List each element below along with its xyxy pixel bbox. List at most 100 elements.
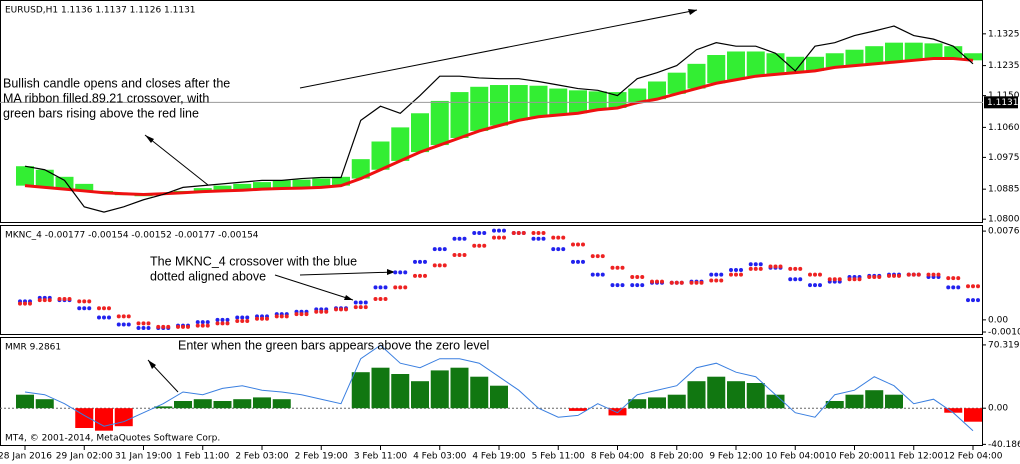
indicator-dot [358,300,363,305]
red-ma-line [24,57,974,196]
indicator-dot [378,285,383,290]
indicator-dot [437,247,442,252]
indicator-dot [768,264,773,269]
indicator-dot [418,273,422,278]
indicator-dot [674,280,679,285]
histogram-bar [885,394,903,409]
indicator-dot [452,252,457,257]
watermark: MT4, © 2001-2014, MetaQuotes Software Co… [5,434,220,444]
indicator-dot [442,263,447,268]
indicator-dot [37,298,42,303]
indicator-dot [57,297,62,302]
indicator-dot [739,272,743,277]
histogram-bar [628,399,647,409]
indicator-dot [116,314,121,319]
indicator-dot [62,297,67,302]
indicator-dot [576,242,580,247]
indicator-dot [477,230,482,235]
indicator-dot [344,307,348,312]
indicator-dot [551,235,556,240]
x-tick-label: 12 Feb 04:00 [943,452,1002,462]
ribbon-bar [727,51,745,80]
indicator-dot [161,324,166,329]
indicator-dot [813,283,817,288]
ribbon-bar [253,182,271,190]
y-tick-label: 1.1150 [988,91,1020,101]
indicator-dot [413,273,417,278]
indicator-dot [748,262,753,267]
indicator-dot [126,322,131,327]
indicator-dot [235,315,240,320]
ribbon-bar [766,53,785,75]
indicator-dot [911,272,916,277]
indicator-dot [581,242,585,247]
price-line [24,25,974,213]
histogram-bar [213,401,232,409]
ribbon-bar [865,46,884,64]
indicator-dot [334,307,338,312]
indicator-dot [215,321,220,326]
arrow-head [387,269,395,275]
histogram-bar [272,399,291,409]
indicator-dot [107,306,111,311]
indicator-dot [413,259,417,264]
indicator-dot [610,265,615,270]
mknc-pane [0,225,983,335]
indicator-dot [590,254,595,259]
indicator-dot [87,299,92,304]
indicator-dot [936,272,941,277]
indicator-dot [363,305,368,310]
ribbon-bar [490,85,508,126]
indicator-dot [813,272,817,277]
indicator-dot [536,230,541,235]
histogram-bar [648,397,666,409]
indicator-dot [102,315,106,320]
indicator-dot [205,323,210,328]
indicator-dot [186,324,190,329]
indicator-dot [260,316,264,321]
indicator-dot [635,274,640,279]
histogram-bar [470,376,489,409]
histogram-bar [727,381,745,409]
indicator-dot [571,242,575,247]
arrow-head [344,295,353,300]
indicator-dot [220,321,225,326]
indicator-dot [502,235,506,240]
indicator-dot [200,323,205,328]
indicator-dot [709,278,714,283]
indicator-dot [837,277,842,282]
indicator-dot [655,279,659,284]
indicator-dot [294,312,299,317]
x-tick-label: 10 Feb 04:00 [766,452,825,462]
indicator-dot [136,325,141,330]
arrow-head [145,135,154,143]
indicator-dot [200,320,205,325]
indicator-dot [245,319,250,324]
indicator-dot [121,314,126,319]
ribbon-bar [628,88,647,103]
histogram-bar [174,401,192,409]
histogram-bar [114,408,133,427]
indicator-dot [561,235,566,240]
histogram-bar [95,408,113,431]
indicator-dot [793,266,798,271]
indicator-dot [497,235,501,240]
indicator-dot [215,317,220,322]
indicator-dot [516,230,521,235]
indicator-dot [378,297,383,302]
indicator-dot [492,235,496,240]
indicator-dot [709,272,714,277]
ribbon-bar [16,166,34,186]
indicator-dot [694,280,699,285]
indicator-dot [946,276,951,281]
indicator-dot [47,298,52,303]
indicator-dot [423,273,427,278]
indicator-dot [798,266,803,271]
indicator-dot [195,320,200,325]
ribbon-bar [904,42,923,61]
mmr-line [24,344,974,432]
indicator-dot [971,284,975,289]
ribbon-bar [351,159,370,179]
indicator-dot [67,297,72,302]
indicator-dot [536,236,541,241]
